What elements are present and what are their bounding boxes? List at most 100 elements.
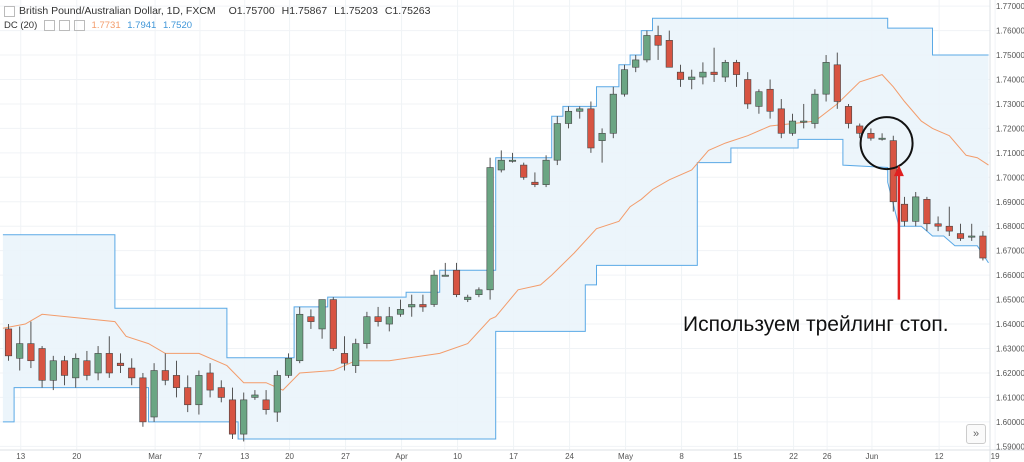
candle-body — [553, 123, 561, 161]
eye-icon[interactable] — [43, 20, 55, 31]
x-tick-label: Jun — [865, 452, 878, 461]
candle-body — [296, 313, 304, 362]
y-tick-label: 1.70000 — [996, 173, 1024, 182]
candle-body — [654, 35, 662, 46]
candle — [27, 321, 35, 369]
candle — [800, 103, 808, 129]
candle — [564, 106, 573, 129]
candle-body — [49, 360, 57, 381]
candle-body — [934, 223, 942, 227]
candle-body — [788, 120, 797, 134]
candle — [508, 152, 517, 163]
candle-body — [721, 62, 729, 78]
candle-body — [486, 167, 494, 291]
candle-body — [105, 353, 113, 374]
channel-fill — [2, 18, 989, 440]
candle — [296, 306, 304, 364]
candle-body — [228, 399, 237, 435]
candle — [408, 294, 416, 317]
candle — [833, 52, 841, 109]
x-tick-label: 10 — [453, 452, 462, 461]
y-tick-label: 1.68000 — [996, 222, 1024, 231]
candle-body — [408, 304, 416, 308]
candle-body — [128, 367, 136, 379]
settings-icon[interactable] — [58, 20, 70, 31]
candle-body — [38, 348, 46, 381]
candle-body — [251, 394, 259, 398]
y-tick-label: 1.77000 — [996, 2, 1024, 11]
chevrons-right-icon[interactable]: » — [966, 424, 986, 444]
y-tick-label: 1.74000 — [996, 75, 1024, 84]
candle-body — [60, 360, 69, 376]
candle-body — [900, 203, 909, 222]
candle-body — [240, 399, 248, 435]
y-tick-label: 1.69000 — [996, 198, 1024, 207]
candle-body — [643, 35, 651, 61]
indicator-value-upper: 1.7941 — [127, 20, 157, 32]
candle — [912, 191, 920, 227]
y-tick-label: 1.72000 — [996, 124, 1024, 133]
candle-body — [912, 196, 920, 222]
candle-body — [979, 235, 987, 259]
candle-body — [195, 375, 203, 406]
candle-body — [744, 79, 752, 105]
low-label: L — [334, 5, 340, 17]
candle — [284, 353, 293, 378]
close-icon[interactable] — [73, 20, 85, 31]
candle-body — [497, 159, 505, 171]
candle-body — [340, 353, 349, 364]
candle — [856, 123, 864, 139]
y-tick-label: 1.60000 — [996, 418, 1024, 427]
candle — [251, 390, 259, 400]
x-tick-label: 27 — [341, 452, 350, 461]
candle — [542, 155, 550, 188]
candle-body — [564, 110, 573, 124]
candle — [598, 128, 606, 163]
candle-body — [676, 71, 685, 80]
annotation-arrow-head — [893, 165, 904, 177]
candle-body — [923, 199, 931, 225]
indicator-value-lower: 1.7520 — [162, 20, 193, 32]
candle-body — [184, 387, 192, 406]
x-tick-label: 17 — [509, 452, 518, 461]
x-tick-label: 20 — [72, 452, 81, 461]
candle-body — [542, 159, 550, 185]
candle — [900, 196, 909, 227]
candle — [4, 324, 13, 361]
y-tick-label: 1.76000 — [996, 27, 1024, 36]
candle-body — [699, 71, 707, 78]
candle — [553, 116, 561, 166]
candle-body — [833, 64, 841, 102]
candle — [83, 350, 91, 381]
channel-lower-line — [2, 138, 989, 440]
candle — [878, 133, 886, 141]
candle — [620, 64, 629, 97]
candle — [240, 392, 248, 442]
candle — [956, 223, 965, 241]
candle-body — [766, 88, 774, 112]
candle — [979, 231, 987, 261]
candle-body — [598, 132, 606, 141]
candle-body — [72, 357, 80, 379]
candle-body — [822, 62, 830, 95]
candle — [184, 375, 192, 413]
candle-body — [396, 309, 405, 315]
x-tick-label: 22 — [789, 452, 798, 461]
candle — [766, 79, 774, 119]
candle — [665, 30, 673, 68]
annotation-text: Используем трейлинг стоп. — [683, 313, 949, 336]
candle-body — [889, 140, 897, 203]
candle-body — [856, 125, 864, 134]
x-tick-label: 15 — [733, 452, 742, 461]
candle — [307, 309, 315, 329]
collapse-legend-icon[interactable] — [4, 5, 15, 17]
candle — [262, 390, 270, 415]
x-tick-label: 24 — [565, 452, 574, 461]
y-tick-label: 1.65000 — [996, 296, 1024, 305]
candle-body — [732, 62, 741, 75]
candle-body — [800, 120, 808, 123]
candle-body — [620, 69, 629, 95]
y-tick-label: 1.75000 — [996, 51, 1024, 60]
candle-body — [385, 316, 393, 325]
